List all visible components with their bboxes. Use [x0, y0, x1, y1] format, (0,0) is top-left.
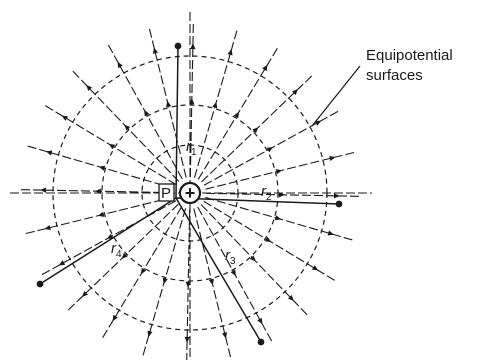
field-arrowhead	[292, 89, 299, 96]
caption-leader-line	[311, 65, 361, 127]
point-p-box	[158, 183, 175, 202]
label-r2: r2	[261, 183, 272, 203]
field-arrowhead	[140, 267, 147, 275]
field-arrowhead	[147, 330, 153, 338]
field-arrowhead	[166, 100, 172, 108]
field-arrowhead	[275, 169, 283, 175]
label-r4: r4	[111, 240, 122, 260]
field-arrowhead	[333, 193, 340, 199]
radius-r4-endpoint	[36, 280, 44, 288]
radius-r2	[175, 197, 340, 205]
field-arrowhead	[190, 43, 196, 50]
field-arrowhead	[61, 115, 69, 121]
field-arrowhead	[106, 233, 114, 239]
field-arrowhead	[97, 211, 105, 217]
field-arrowhead	[314, 120, 322, 126]
field-arrowhead	[262, 64, 268, 72]
field-arrowhead	[264, 236, 272, 243]
field-arrowhead	[227, 48, 233, 56]
field-lines	[20, 23, 360, 360]
field-arrowhead	[257, 317, 263, 325]
field-arrowhead	[274, 215, 282, 221]
radius-r1	[175, 45, 179, 199]
field-arrowhead	[287, 295, 294, 302]
radius-r4	[39, 197, 177, 285]
radius-r2-endpoint	[335, 200, 343, 208]
field-arrowhead	[233, 111, 240, 119]
field-arrowhead	[144, 109, 150, 117]
field-arrowhead	[124, 124, 131, 131]
label-r1: r1	[186, 138, 197, 158]
field-arrowhead	[252, 127, 259, 134]
field-arrowhead	[121, 252, 128, 259]
field-arrowhead	[45, 150, 53, 156]
label-r3: r3	[225, 247, 236, 267]
field-arrowhead	[117, 61, 123, 69]
field-arrowhead	[184, 336, 190, 343]
caption-line-1: Equipotential	[366, 47, 453, 64]
point-p-label: P	[161, 185, 171, 202]
field-arrowhead	[112, 314, 118, 322]
radius-r3-endpoint	[257, 338, 265, 346]
caption-line-2: surfaces	[366, 67, 423, 84]
field-arrowhead	[98, 165, 106, 171]
positive-charge	[178, 181, 202, 205]
field-arrowhead	[108, 143, 116, 150]
field-arrowhead	[81, 290, 88, 297]
field-arrowhead	[230, 269, 236, 277]
field-arrowhead	[86, 84, 93, 91]
field-arrowhead	[266, 147, 274, 153]
radius-r1-endpoint	[174, 42, 182, 50]
field-arrowhead	[327, 230, 335, 236]
radius-vectors	[36, 42, 343, 346]
field-arrowhead	[311, 265, 319, 271]
field-arrowhead	[44, 225, 51, 231]
radius-r3	[175, 197, 262, 343]
field-arrowhead	[249, 255, 256, 262]
field-arrowhead	[208, 278, 214, 286]
field-arrowhead	[329, 155, 336, 161]
field-arrowhead	[58, 260, 66, 266]
field-arrowhead	[152, 47, 158, 54]
field-arrowhead	[40, 187, 47, 193]
field-arrowhead	[212, 101, 218, 109]
field-arrowhead	[162, 277, 168, 285]
field-arrowhead	[222, 332, 228, 339]
charge-symbol: +	[185, 183, 196, 203]
